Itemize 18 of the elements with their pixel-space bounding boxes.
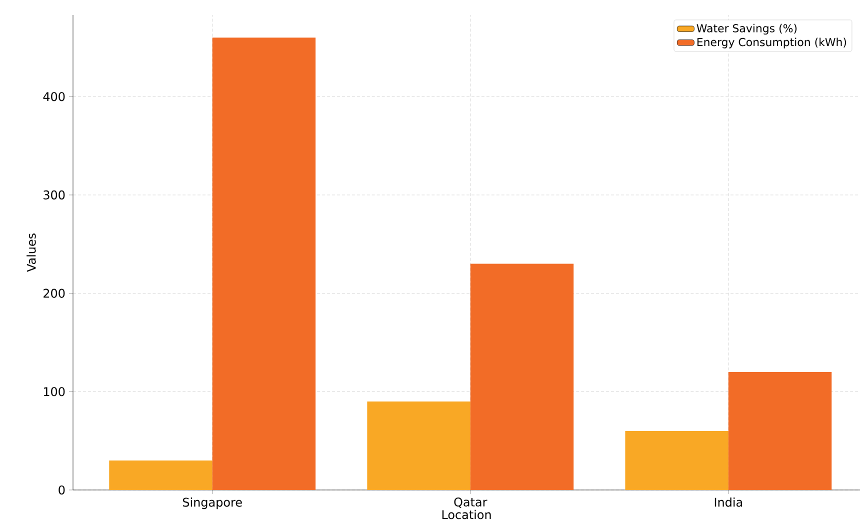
bar [212,38,316,490]
x-tick-label: Singapore [182,498,242,510]
bar [728,372,832,490]
bar [470,264,574,490]
bar [625,430,728,490]
legend-label: Energy Consumption (kWh) [697,38,846,48]
x-axis-title: Location [442,510,491,520]
y-axis-title: Values [26,234,36,272]
bar [367,401,470,490]
legend-label: Water Savings (%) [696,24,797,35]
x-tick-label: India [714,498,742,507]
y-tick-label: 400 [43,92,65,102]
x-tick-label: Qatar [454,498,488,508]
y-tick-label: 300 [44,190,65,200]
y-tick-label: 200 [44,288,65,298]
y-tick-label: 100 [44,387,65,396]
y-tick-label: 0 [58,485,65,495]
bar [109,460,212,490]
